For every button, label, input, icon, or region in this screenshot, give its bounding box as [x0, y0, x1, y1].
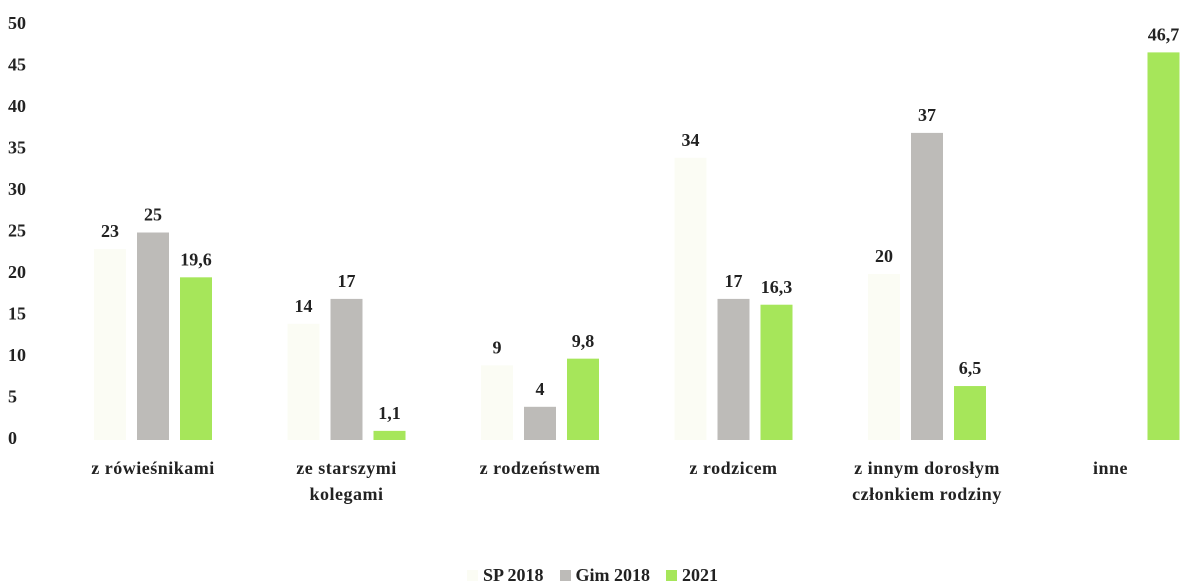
x-tick-label: z rodzeństwem: [479, 458, 601, 478]
data-label: 17: [725, 271, 743, 291]
y-tick-label: 25: [8, 221, 26, 241]
bar: [760, 304, 793, 440]
x-tick-label: z rodzicem: [689, 458, 778, 478]
legend-label: Gim 2018: [575, 565, 651, 585]
y-tick-label: 50: [8, 13, 26, 33]
y-tick-label: 10: [8, 345, 26, 365]
data-label: 9,8: [572, 331, 595, 351]
data-label: 34: [682, 130, 700, 150]
bar: [954, 386, 986, 440]
data-label: 6,5: [959, 358, 982, 378]
data-label: 37: [918, 105, 936, 125]
y-tick-label: 35: [8, 138, 26, 158]
legend-item: SP 2018: [466, 565, 544, 586]
legend-item: 2021: [666, 565, 718, 586]
legend-swatch: [466, 570, 478, 581]
bar: [94, 249, 126, 440]
x-tick-label: inne: [1092, 458, 1128, 478]
bar: [911, 132, 943, 440]
data-label: 9: [493, 337, 502, 357]
bar: [1147, 52, 1180, 440]
y-tick-label: 5: [8, 387, 17, 407]
bar: [287, 323, 320, 440]
data-label: 19,6: [180, 249, 212, 269]
data-label: 46,7: [1148, 25, 1180, 45]
legend: SP 2018 Gim 2018 2021: [0, 565, 1185, 586]
legend-label: SP 2018: [482, 565, 544, 585]
data-label: 1,1: [378, 403, 401, 423]
bar: [481, 365, 513, 440]
legend-swatch: [666, 570, 677, 581]
legend-swatch: [559, 570, 571, 581]
bar: [180, 277, 212, 440]
legend-item: Gim 2018: [559, 565, 651, 586]
bar: [330, 298, 363, 440]
bar: [524, 406, 556, 440]
bar: [717, 298, 750, 440]
data-label: 25: [144, 205, 162, 225]
bar: [868, 274, 900, 440]
y-tick-label: 45: [8, 55, 26, 75]
x-tick-label: ze starszymi kolegami: [296, 458, 397, 504]
data-label: 17: [338, 271, 356, 291]
x-tick-label: z innym dorosłym członkiem rodziny: [852, 458, 1002, 504]
bar: [567, 358, 599, 440]
x-tick-label: z rówieśnikami: [91, 458, 215, 478]
legend-label: 2021: [682, 565, 718, 585]
data-label: 20: [875, 246, 893, 266]
bar: [137, 232, 169, 440]
data-label: 4: [536, 379, 545, 399]
bar: [674, 157, 707, 441]
y-tick-label: 20: [8, 262, 26, 282]
y-tick-label: 40: [8, 96, 26, 116]
data-label: 23: [101, 221, 119, 241]
data-label: 14: [295, 296, 313, 316]
bar: [373, 430, 406, 440]
y-tick-label: 30: [8, 179, 26, 199]
y-tick-label: 15: [8, 304, 26, 324]
y-tick-label: 0: [8, 428, 17, 448]
data-label: 16,3: [761, 277, 793, 297]
